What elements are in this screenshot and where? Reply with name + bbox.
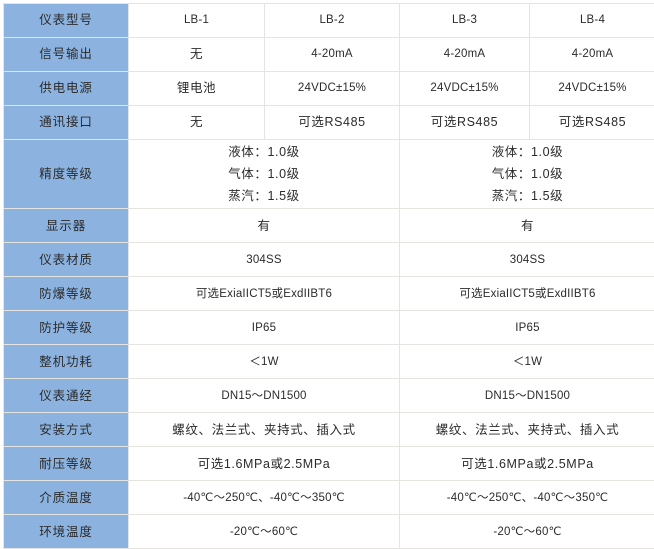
cell-r2-c1: 24VDC±15% — [265, 72, 400, 106]
table-row: 安装方式螺纹、法兰式、夹持式、插入式螺纹、法兰式、夹持式、插入式 — [4, 413, 654, 447]
cell-r3-c0: 无 — [129, 106, 265, 140]
cell-r2-c0: 锂电池 — [129, 72, 265, 106]
cell-r10-c0: DN15～DN1500 — [129, 379, 400, 413]
row-label-7: 防爆等级 — [4, 277, 129, 311]
row-label-10: 仪表通经 — [4, 379, 129, 413]
cell-r12-c0: 可选1.6MPa或2.5MPa — [129, 447, 400, 481]
cell-r14-c1: -20℃～60℃ — [400, 515, 654, 549]
row-label-11: 安装方式 — [4, 413, 129, 447]
row-label-13: 介质温度 — [4, 481, 129, 515]
table-row: 显示器有有 — [4, 209, 654, 243]
cell-r0-c3: LB-4 — [530, 4, 654, 38]
cell-r1-c0: 无 — [129, 38, 265, 72]
cell-r13-c1: -40℃～250℃、-40℃～350℃ — [400, 481, 654, 515]
row-label-12: 耐压等级 — [4, 447, 129, 481]
cell-r3-c1: 可选RS485 — [265, 106, 400, 140]
cell-r1-c3: 4-20mA — [530, 38, 654, 72]
table-row: 环境温度-20℃～60℃-20℃～60℃ — [4, 515, 654, 549]
cell-r6-c0: 304SS — [129, 243, 400, 277]
cell-r8-c1: IP65 — [400, 311, 654, 345]
cell-r14-c0: -20℃～60℃ — [129, 515, 400, 549]
table-row: 精度等级液体：1.0级气体：1.0级蒸汽：1.5级液体：1.0级气体：1.0级蒸… — [4, 140, 654, 209]
row-label-3: 通讯接口 — [4, 106, 129, 140]
cell-r7-c1: 可选ExiaIICT5或ExdIIBT6 — [400, 277, 654, 311]
cell-r0-c2: LB-3 — [400, 4, 530, 38]
cell-r12-c1: 可选1.6MPa或2.5MPa — [400, 447, 654, 481]
row-label-2: 供电电源 — [4, 72, 129, 106]
table-row: 整机功耗＜1W＜1W — [4, 345, 654, 379]
cell-r7-c0: 可选ExiaIICT5或ExdIIBT6 — [129, 277, 400, 311]
row-label-0: 仪表型号 — [4, 4, 129, 38]
cell-r0-c0: LB-1 — [129, 4, 265, 38]
cell-r6-c1: 304SS — [400, 243, 654, 277]
row-label-8: 防护等级 — [4, 311, 129, 345]
cell-r2-c2: 24VDC±15% — [400, 72, 530, 106]
row-label-9: 整机功耗 — [4, 345, 129, 379]
row-label-4: 精度等级 — [4, 140, 129, 209]
cell-line: 气体：1.0级 — [402, 163, 653, 185]
row-label-1: 信号输出 — [4, 38, 129, 72]
cell-r1-c2: 4-20mA — [400, 38, 530, 72]
cell-r9-c1: ＜1W — [400, 345, 654, 379]
cell-r9-c0: ＜1W — [129, 345, 400, 379]
cell-r4-c0: 液体：1.0级气体：1.0级蒸汽：1.5级 — [129, 140, 400, 209]
row-label-6: 仪表材质 — [4, 243, 129, 277]
row-label-14: 环境温度 — [4, 515, 129, 549]
cell-r10-c1: DN15～DN1500 — [400, 379, 654, 413]
cell-line: 液体：1.0级 — [402, 141, 653, 163]
cell-r11-c1: 螺纹、法兰式、夹持式、插入式 — [400, 413, 654, 447]
cell-r13-c0: -40℃～250℃、-40℃～350℃ — [129, 481, 400, 515]
cell-r4-c1: 液体：1.0级气体：1.0级蒸汽：1.5级 — [400, 140, 654, 209]
cell-line: 液体：1.0级 — [131, 141, 397, 163]
cell-line: 蒸汽：1.5级 — [131, 185, 397, 207]
cell-r1-c1: 4-20mA — [265, 38, 400, 72]
cell-r3-c2: 可选RS485 — [400, 106, 530, 140]
cell-r5-c1: 有 — [400, 209, 654, 243]
cell-r8-c0: IP65 — [129, 311, 400, 345]
table-row: 介质温度-40℃～250℃、-40℃～350℃-40℃～250℃、-40℃～35… — [4, 481, 654, 515]
cell-r11-c0: 螺纹、法兰式、夹持式、插入式 — [129, 413, 400, 447]
cell-r5-c0: 有 — [129, 209, 400, 243]
cell-r0-c1: LB-2 — [265, 4, 400, 38]
cell-r2-c3: 24VDC±15% — [530, 72, 654, 106]
cell-line: 气体：1.0级 — [131, 163, 397, 185]
cell-line: 蒸汽：1.5级 — [402, 185, 653, 207]
cell-r3-c3: 可选RS485 — [530, 106, 654, 140]
row-label-5: 显示器 — [4, 209, 129, 243]
